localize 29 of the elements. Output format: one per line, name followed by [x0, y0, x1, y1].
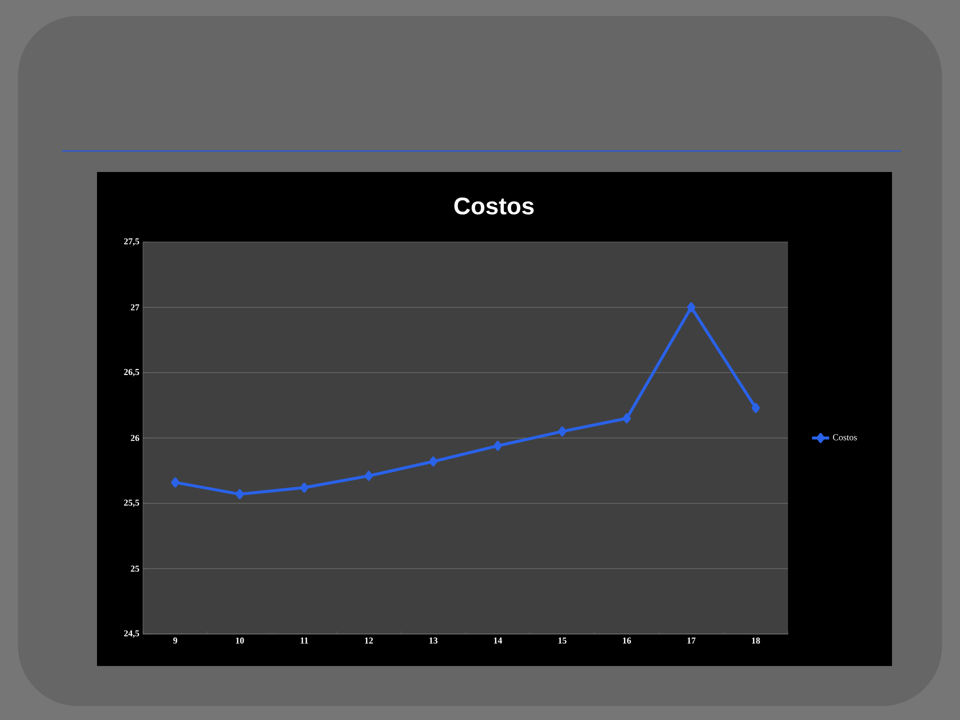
point: [687, 302, 696, 312]
x-tick-label: 9: [173, 638, 178, 644]
point: [558, 426, 566, 436]
point: [622, 413, 631, 424]
point: [364, 470, 373, 481]
point: [236, 489, 244, 500]
chart-title: Costos: [454, 198, 534, 214]
y-tick-label: 24,5: [124, 630, 140, 638]
x-tick-label: 12: [364, 638, 373, 644]
y-tick-label: 25: [130, 566, 140, 572]
x-tick-label: 15: [558, 638, 566, 644]
point: [494, 440, 502, 451]
y-tick-label: 26: [130, 434, 140, 442]
x-tick-label: 10: [236, 638, 244, 644]
y-tick-label: 25,5: [124, 500, 140, 508]
point: [300, 482, 308, 493]
point: [752, 402, 760, 413]
x-tick-label: 11: [300, 638, 308, 644]
legend-label: Costos: [833, 434, 857, 440]
y-tick-label: 26,5: [124, 368, 140, 376]
x-tick-label: 14: [494, 638, 502, 644]
y-tick-label: 27,5: [124, 238, 140, 246]
x-tick-label: 17: [687, 638, 696, 644]
x-tick-label: 16: [622, 638, 631, 644]
point: [429, 456, 438, 467]
x-tick-label: 13: [429, 638, 438, 644]
x-tick-label: 18: [752, 638, 760, 644]
y-tick-label: 27: [130, 304, 140, 310]
point: [171, 477, 180, 488]
